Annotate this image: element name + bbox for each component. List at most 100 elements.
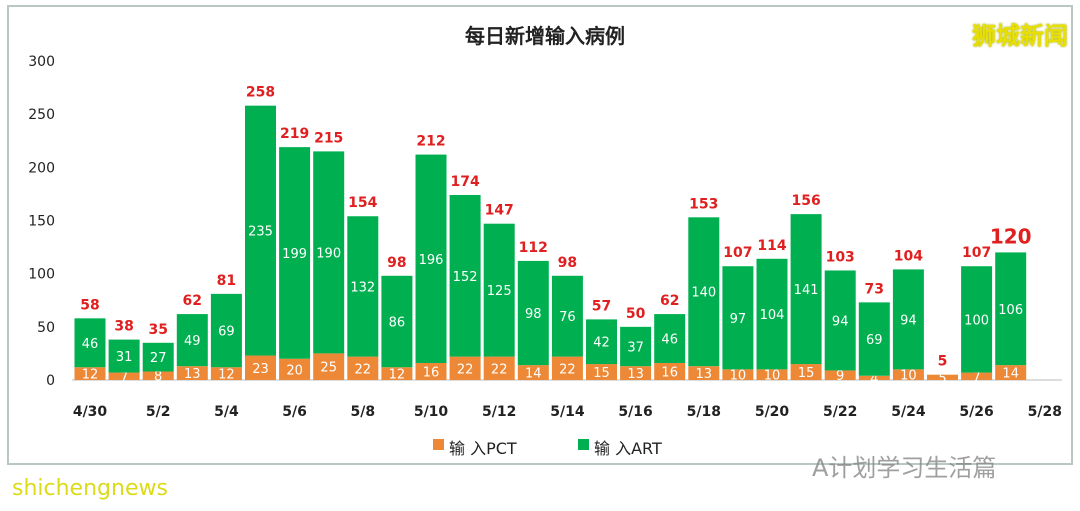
bar-pct — [824, 370, 856, 380]
bar-art-label: 94 — [832, 314, 849, 329]
bar-pct — [108, 372, 140, 380]
y-tick-label: 100 — [28, 267, 55, 283]
bar-pct — [688, 366, 720, 380]
bar-pct — [858, 375, 890, 380]
x-tick-label: 5/22 — [823, 404, 857, 420]
bar-pct-label: 20 — [286, 363, 303, 378]
bar-pct — [279, 358, 311, 380]
bar-total-label: 81 — [217, 273, 236, 289]
x-tick-label: 5/16 — [618, 404, 652, 420]
chart-frame — [7, 5, 1073, 465]
bar-art-label: 27 — [150, 351, 167, 366]
bar-pct — [961, 372, 993, 380]
legend-swatch — [433, 439, 444, 450]
bar-art — [449, 194, 481, 357]
bar-art — [176, 314, 208, 367]
bar-total-label: 58 — [80, 297, 99, 313]
x-tick-label: 5/12 — [482, 404, 516, 420]
bar-pct — [790, 364, 822, 380]
bar-art-label: 235 — [248, 225, 273, 240]
x-tick-label: 5/8 — [350, 404, 375, 420]
legend-label: 输 入ART — [594, 439, 662, 458]
y-tick-label: 250 — [28, 107, 55, 123]
bar-pct — [313, 353, 345, 380]
bar-total-label: 147 — [485, 203, 514, 219]
bar-art — [210, 293, 242, 368]
bar-art — [995, 252, 1027, 366]
x-tick-label: 5/6 — [282, 404, 307, 420]
x-tick-label: 5/26 — [959, 404, 993, 420]
bar-total-label: 38 — [114, 319, 133, 335]
bar-total-label: 215 — [314, 130, 343, 146]
bar-art-label: 69 — [218, 325, 235, 340]
bar-pct-label: 14 — [1002, 367, 1019, 382]
bar-pct-label: 13 — [696, 367, 713, 382]
bar-total-label: 114 — [757, 238, 786, 254]
y-tick-label: 200 — [28, 160, 55, 176]
bar-total-label: 219 — [280, 126, 309, 142]
bar-pct-label: 12 — [389, 368, 406, 383]
bar-pct — [176, 366, 208, 380]
bar-pct-label: 4 — [870, 372, 878, 387]
bar-pct-label: 22 — [491, 362, 508, 377]
brand-watermark: 狮城新闻 — [972, 22, 1068, 50]
chart-title: 每日新增输入病例 — [465, 24, 625, 48]
bar-total-label: 62 — [183, 293, 202, 309]
bar-art-label: 37 — [627, 341, 644, 356]
bar-art-label: 199 — [282, 247, 307, 262]
bar-art — [790, 214, 822, 365]
bar-art-label: 152 — [453, 270, 478, 285]
bar-pct — [995, 365, 1027, 380]
bar-pct — [654, 362, 686, 380]
bar-pct — [551, 356, 583, 380]
bar-art-label: 125 — [487, 284, 512, 299]
bar-total-label: 107 — [723, 245, 752, 261]
bar-pct — [483, 356, 515, 380]
bar-art-label: 76 — [559, 310, 576, 325]
bar-art-label: 46 — [82, 337, 99, 352]
bar-art — [892, 269, 924, 370]
bar-art-label: 31 — [116, 350, 133, 365]
bar-pct-label: 7 — [120, 370, 128, 385]
x-tick-label: 5/20 — [755, 404, 790, 420]
y-tick-label: 300 — [28, 54, 55, 70]
legend-label: 输 入PCT — [449, 439, 517, 458]
bar-art-label: 69 — [866, 333, 883, 348]
bar-pct-label: 16 — [661, 365, 678, 380]
x-tick-label: 4/30 — [73, 404, 108, 420]
bar-art-label: 98 — [525, 307, 542, 322]
bar-art — [347, 216, 379, 357]
x-tick-label: 5/2 — [146, 404, 171, 420]
x-tick-label: 5/4 — [214, 404, 239, 420]
bar-art — [858, 302, 890, 376]
x-tick-label: 5/10 — [414, 404, 449, 420]
bar-art — [961, 266, 993, 373]
site-watermark: shichengnews — [12, 476, 168, 501]
bar-art — [415, 154, 447, 363]
bar-art — [142, 342, 174, 372]
bar-total-label: 5 — [938, 354, 948, 370]
bar-art — [654, 314, 686, 363]
bar-total-label: 35 — [148, 322, 167, 338]
bar-pct — [892, 369, 924, 380]
bar-total-label: 120 — [990, 224, 1032, 248]
bar-pct-label: 8 — [154, 370, 162, 385]
bar-total-label: 112 — [519, 240, 548, 256]
bar-art-label: 140 — [691, 286, 716, 301]
y-tick-label: 0 — [46, 373, 55, 389]
bar-art — [551, 275, 583, 357]
bar-total-label: 73 — [865, 281, 884, 297]
bar-pct — [210, 367, 242, 380]
y-tick-label: 50 — [37, 320, 55, 336]
bar-art-label: 141 — [794, 283, 819, 298]
bar-pct — [449, 356, 481, 380]
bar-pct — [620, 366, 652, 380]
bar-pct — [722, 369, 754, 380]
bar-art — [722, 266, 754, 370]
bar-pct-label: 16 — [423, 365, 440, 380]
bar-pct-label: 15 — [798, 366, 815, 381]
bar-art-label: 97 — [730, 312, 747, 327]
bar-total-label: 98 — [387, 255, 406, 271]
bar-total-label: 212 — [416, 134, 445, 150]
bar-pct-label: 10 — [900, 369, 917, 384]
